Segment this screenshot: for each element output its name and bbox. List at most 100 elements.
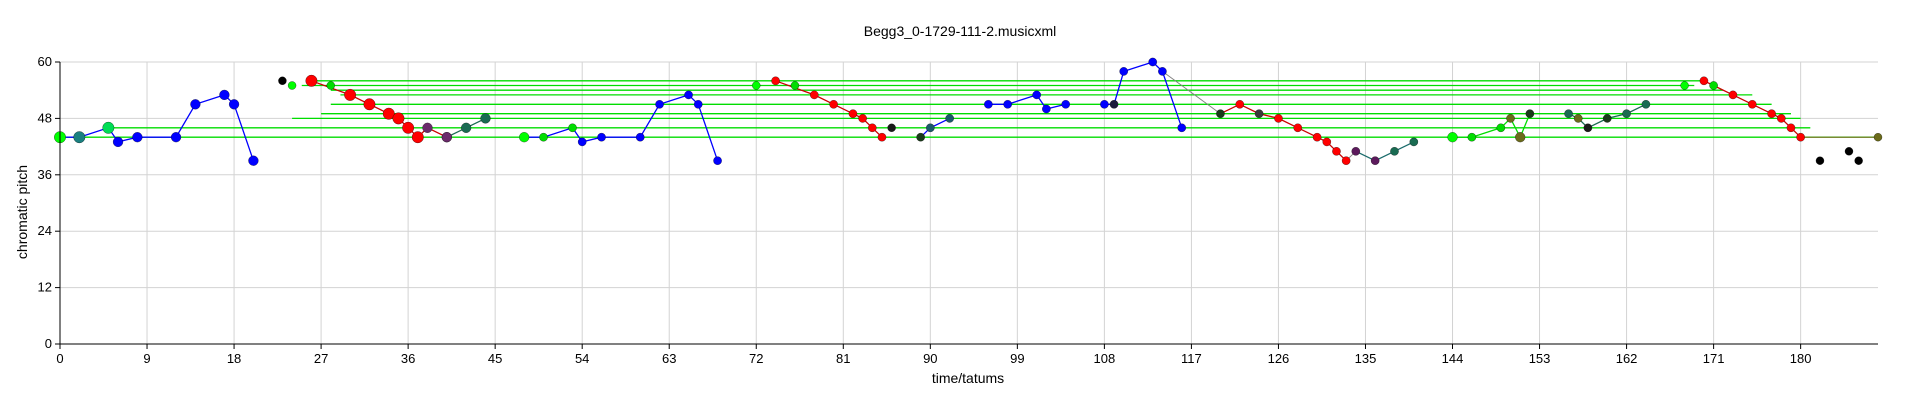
data-point [481, 113, 491, 123]
scatter-point [327, 82, 335, 90]
data-point [1042, 105, 1050, 113]
data-point [1004, 100, 1012, 108]
series-line-blue-phrase-4 [988, 95, 1065, 109]
x-axis-label: time/tatums [932, 370, 1004, 386]
data-point [461, 123, 471, 133]
series-line-red-phrase-4 [1704, 81, 1801, 137]
x-tick-label: 63 [662, 351, 676, 366]
y-tick-label: 48 [38, 110, 52, 125]
data-point [917, 133, 925, 141]
data-point [1342, 157, 1350, 165]
data-point [1323, 138, 1331, 146]
data-point [74, 131, 85, 142]
data-point [190, 99, 200, 109]
data-point [1777, 114, 1785, 122]
data-point [1787, 124, 1795, 132]
x-tick-label: 9 [143, 351, 150, 366]
data-point [1216, 110, 1224, 118]
x-tick-label: 171 [1703, 351, 1725, 366]
data-point [171, 132, 181, 142]
data-point [393, 113, 404, 124]
data-point [229, 99, 239, 109]
series-points [54, 58, 1882, 166]
data-point [364, 99, 375, 110]
data-point [655, 100, 663, 108]
data-point [1313, 133, 1321, 141]
data-point [568, 124, 576, 132]
data-point [1149, 58, 1157, 66]
data-point [1506, 114, 1514, 122]
x-tick-label: 108 [1094, 351, 1116, 366]
x-tick-label: 18 [227, 351, 241, 366]
data-point [1468, 133, 1476, 141]
data-point [1700, 77, 1708, 85]
series-line-teal-phrase-3 [1356, 142, 1414, 161]
data-point [1255, 110, 1263, 118]
data-point [1797, 133, 1805, 141]
data-point [1033, 91, 1041, 99]
data-point [1178, 124, 1186, 132]
data-point [1352, 147, 1360, 155]
data-point [423, 123, 433, 133]
y-tick-label: 0 [45, 336, 52, 351]
x-tick-label: 81 [836, 351, 850, 366]
data-point [1710, 81, 1718, 89]
data-point [1748, 100, 1756, 108]
data-point [984, 100, 992, 108]
data-point [412, 131, 423, 142]
data-point [1448, 132, 1458, 142]
scatter-point [288, 82, 296, 90]
data-point [1236, 100, 1244, 108]
data-point [1622, 110, 1630, 118]
x-tick-label: 180 [1790, 351, 1812, 366]
x-tick-label: 144 [1442, 351, 1464, 366]
x-tick-label: 162 [1616, 351, 1638, 366]
data-point [849, 110, 857, 118]
data-point [694, 100, 702, 108]
data-point [113, 137, 123, 147]
data-point [402, 122, 413, 133]
x-axis-ticks: 0 9 18 27 36 45 54 63 72 81 90 99 108 117 126 135 144 153… [56, 344, 1811, 366]
scatter-point [1845, 147, 1853, 155]
y-tick-label: 12 [38, 280, 52, 295]
data-point [578, 138, 586, 146]
data-point [539, 133, 547, 141]
data-point [1515, 132, 1525, 142]
data-point [1371, 157, 1379, 165]
data-point [771, 77, 779, 85]
x-tick-label: 36 [401, 351, 415, 366]
chart-title: Begg3_0-1729-111-2.musicxml [864, 23, 1056, 39]
x-tick-label: 27 [314, 351, 328, 366]
data-point [597, 133, 605, 141]
x-tick-label: 0 [56, 351, 63, 366]
y-tick-label: 60 [38, 54, 52, 69]
data-point [1729, 91, 1737, 99]
sustained-pitch-lines [60, 81, 1878, 137]
series-line-red-phrase-2 [776, 81, 882, 137]
data-point [1574, 114, 1582, 122]
data-point [1062, 100, 1070, 108]
data-point [636, 133, 644, 141]
x-tick-label: 54 [575, 351, 589, 366]
data-point [1390, 147, 1398, 155]
data-point [132, 132, 142, 142]
data-point [1768, 110, 1776, 118]
data-point [830, 100, 838, 108]
scatter-point [278, 77, 286, 85]
data-point [946, 114, 954, 122]
data-point [713, 157, 721, 165]
data-point [306, 75, 317, 86]
data-point [1497, 124, 1505, 132]
data-point [684, 91, 692, 99]
x-tick-label: 126 [1268, 351, 1290, 366]
y-tick-label: 36 [38, 167, 52, 182]
x-tick-label: 135 [1355, 351, 1377, 366]
data-point [1564, 110, 1572, 118]
scatter-point [1874, 133, 1882, 141]
scatter-point [752, 82, 760, 90]
data-point [1410, 138, 1418, 146]
data-point [1274, 114, 1282, 122]
y-tick-label: 24 [38, 223, 52, 238]
data-point [1603, 114, 1611, 122]
